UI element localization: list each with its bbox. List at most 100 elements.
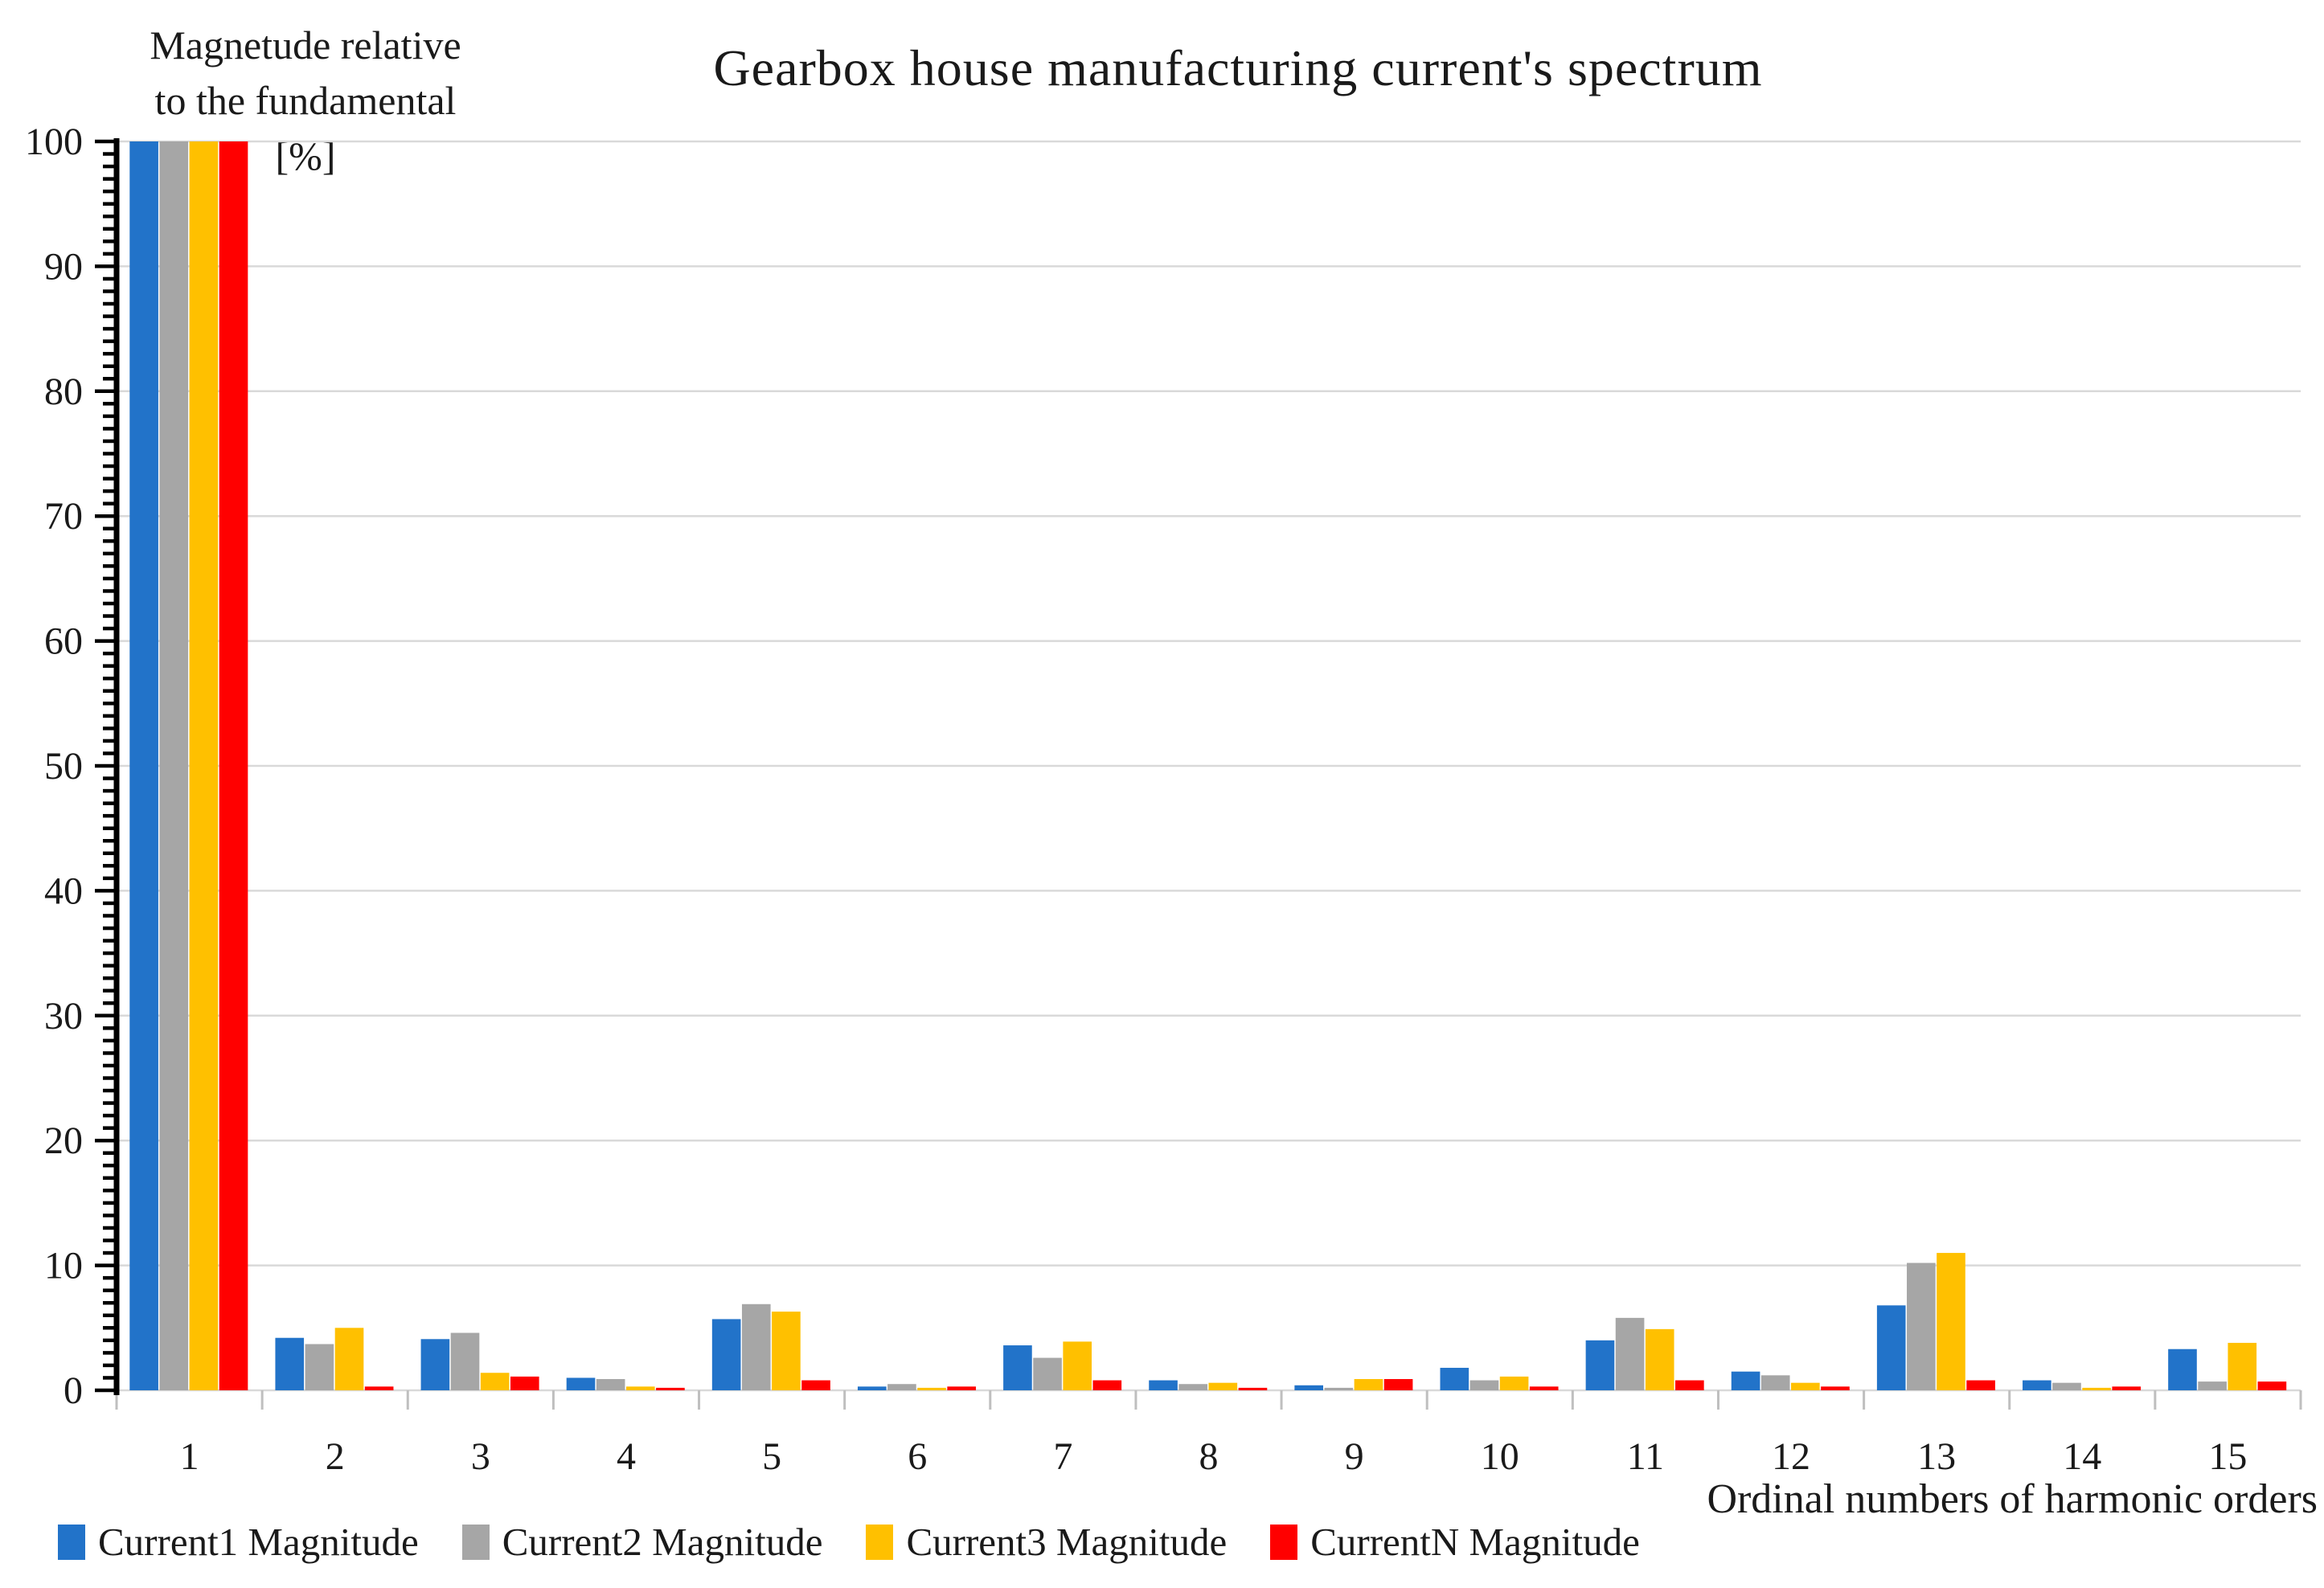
x-tick-label: 3 [471, 1435, 490, 1478]
legend-swatch-current2 [461, 1524, 490, 1560]
bar-s2-h8 [1178, 1384, 1207, 1390]
x-tick-label: 4 [617, 1435, 636, 1478]
y-tick-label: 80 [44, 370, 83, 413]
x-tick-label: 5 [762, 1435, 781, 1478]
bar-s1-h9 [1294, 1385, 1324, 1390]
bar-s2-h11 [1615, 1317, 1645, 1390]
bar-s3-h13 [1937, 1253, 1965, 1390]
legend-item-current2: Current2 Magnitude [461, 1519, 823, 1565]
x-axis-label: Ordinal numbers of harmonic orders [1707, 1476, 2318, 1522]
legend-item-currentN: CurrentN Magnitude [1270, 1519, 1640, 1565]
bar-s1-h6 [857, 1386, 887, 1390]
bar-s4-h4 [656, 1387, 685, 1390]
bar-s3-h10 [1499, 1376, 1529, 1390]
bar-s3-h6 [917, 1387, 946, 1390]
bar-s3-h8 [1208, 1382, 1238, 1390]
x-tick-label: 12 [1772, 1435, 1810, 1478]
bar-s4-h14 [2112, 1386, 2142, 1390]
y-tick-label: 20 [44, 1119, 83, 1162]
bar-s3-h14 [2082, 1387, 2111, 1390]
y-tick-label: 100 [25, 121, 83, 163]
legend-label-currentN: CurrentN Magnitude [1310, 1520, 1640, 1564]
legend-swatch-currentN [1270, 1524, 1298, 1560]
bar-s1-h11 [1585, 1340, 1615, 1390]
bar-s3-h4 [625, 1386, 655, 1390]
y-axis-label-line1: Magnetude relative [150, 23, 461, 68]
bar-s2-h4 [596, 1379, 625, 1390]
legend-label-current3: Current3 Magnitude [906, 1520, 1228, 1564]
y-tick-label: 10 [44, 1245, 83, 1287]
bar-s2-h14 [2052, 1382, 2081, 1390]
bar-s1-h3 [420, 1339, 450, 1390]
bar-s2-h6 [887, 1384, 916, 1390]
x-tick-label: 9 [1345, 1435, 1364, 1478]
legend-item-current3: Current3 Magnitude [866, 1519, 1227, 1565]
bar-s4-h7 [1092, 1380, 1122, 1390]
bar-s1-h8 [1149, 1380, 1178, 1390]
bar-s4-h1 [219, 141, 248, 1390]
legend-item-current1: Current1 Magnitude [58, 1519, 419, 1565]
chart-title: Gearbox house manufacturing current's sp… [713, 39, 1763, 96]
x-tick-label: 7 [1053, 1435, 1072, 1478]
bar-s1-h15 [2168, 1349, 2197, 1390]
y-axis-label: Magnetude relative to the fundamental [%… [80, 18, 531, 184]
x-tick-label: 1 [180, 1435, 199, 1478]
y-tick-label: 0 [64, 1369, 83, 1412]
bar-s2-h3 [450, 1332, 480, 1390]
bar-s2-h10 [1469, 1380, 1499, 1390]
bar-s3-h9 [1354, 1379, 1383, 1390]
bar-s1-h1 [129, 141, 158, 1390]
legend: Current1 Magnitude Current2 Magnitude Cu… [58, 1519, 1640, 1565]
bar-s1-h14 [2023, 1380, 2051, 1390]
bar-s3-h5 [772, 1312, 801, 1390]
bar-s4-h10 [1529, 1386, 1559, 1390]
legend-label-current2: Current2 Magnitude [502, 1520, 823, 1564]
y-tick-label: 40 [44, 870, 83, 912]
bar-s4-h12 [1821, 1386, 1850, 1390]
bar-s4-h9 [1383, 1379, 1413, 1390]
bar-s3-h1 [189, 141, 219, 1390]
bar-s1-h7 [1003, 1345, 1032, 1390]
bar-s1-h10 [1440, 1368, 1469, 1390]
legend-label-current1: Current1 Magnitude [98, 1520, 419, 1564]
x-tick-label: 15 [2208, 1435, 2247, 1478]
bar-s3-h15 [2228, 1342, 2257, 1390]
y-tick-label: 60 [44, 620, 83, 663]
bar-s4-h2 [364, 1386, 394, 1390]
bar-s4-h13 [1966, 1380, 1995, 1390]
bar-s2-h5 [741, 1304, 771, 1390]
bar-s4-h15 [2257, 1381, 2287, 1390]
bar-s3-h12 [1791, 1382, 1820, 1390]
legend-swatch-current1 [58, 1524, 85, 1560]
bar-s4-h5 [801, 1380, 830, 1390]
bar-s4-h6 [947, 1386, 976, 1390]
x-tick-label: 8 [1199, 1435, 1219, 1478]
x-tick-label: 2 [326, 1435, 345, 1478]
bar-s1-h12 [1731, 1371, 1760, 1390]
x-tick-label: 10 [1481, 1435, 1519, 1478]
bar-s2-h9 [1324, 1387, 1354, 1390]
bar-s1-h5 [711, 1319, 741, 1390]
bar-s4-h11 [1675, 1380, 1704, 1390]
y-tick-label: 90 [44, 245, 83, 288]
y-tick-label: 50 [44, 745, 83, 788]
bar-s1-h13 [1876, 1305, 1906, 1390]
bar-s1-h4 [566, 1377, 596, 1390]
bar-s4-h3 [510, 1376, 539, 1390]
bar-s2-h15 [2198, 1381, 2227, 1390]
y-axis-label-line2: to the fundamental [154, 78, 457, 123]
x-tick-label: 11 [1627, 1435, 1664, 1478]
bar-s3-h3 [480, 1373, 510, 1390]
bar-s4-h8 [1238, 1387, 1268, 1390]
bar-s2-h2 [305, 1344, 334, 1390]
bar-s3-h11 [1645, 1328, 1674, 1390]
bar-s2-h1 [159, 141, 189, 1390]
bar-s2-h13 [1907, 1263, 1936, 1390]
y-tick-label: 30 [44, 995, 83, 1038]
bar-s3-h7 [1063, 1341, 1092, 1390]
bar-s3-h2 [334, 1328, 364, 1390]
legend-swatch-current3 [866, 1524, 894, 1560]
x-tick-label: 14 [2063, 1435, 2101, 1478]
